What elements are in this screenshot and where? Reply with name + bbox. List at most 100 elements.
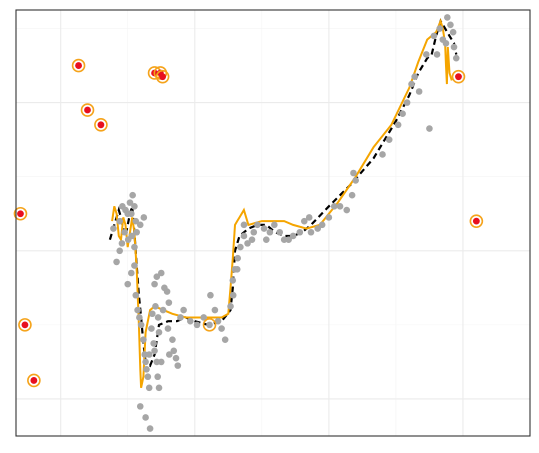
data-point-83 <box>276 228 284 236</box>
data-point-51 <box>153 273 161 281</box>
data-point-5 <box>126 199 134 206</box>
data-point-77 <box>248 236 256 243</box>
smooth-fit-curve <box>111 18 453 389</box>
data-point-109 <box>430 32 438 40</box>
data-point-90 <box>307 228 315 236</box>
outlier-point-0 <box>17 210 24 218</box>
data-point-65 <box>207 291 214 299</box>
data-point-100 <box>379 151 386 158</box>
data-point-26 <box>137 321 145 329</box>
data-point-46 <box>155 328 163 336</box>
data-point-105 <box>408 80 415 88</box>
data-point-117 <box>442 40 450 47</box>
flagged-ring-0 <box>202 318 217 332</box>
smooth-fit-line <box>111 18 453 389</box>
data-point-86 <box>289 232 297 240</box>
data-point-119 <box>426 125 433 132</box>
data-point-60 <box>177 314 184 321</box>
data-point-113 <box>447 21 454 29</box>
data-point-81 <box>266 228 274 236</box>
data-point-122 <box>240 221 248 229</box>
outlier-ring-10 <box>469 214 484 228</box>
data-point-88 <box>300 217 308 225</box>
data-point-27 <box>140 336 147 343</box>
data-point-69 <box>221 336 229 343</box>
data-point-82 <box>271 221 278 229</box>
data-point-116 <box>452 54 460 62</box>
data-point-103 <box>399 110 406 118</box>
outlier-points <box>13 58 484 388</box>
data-point-66 <box>211 306 219 314</box>
data-point-29 <box>142 358 149 366</box>
data-point-0 <box>110 225 117 232</box>
data-point-71 <box>229 291 237 299</box>
outlier-ring-1 <box>18 318 32 332</box>
outlier-point-9 <box>455 73 462 81</box>
data-point-33 <box>148 325 155 332</box>
data-point-67 <box>214 317 222 325</box>
data-point-59 <box>174 362 182 369</box>
data-point-107 <box>415 88 423 95</box>
data-point-68 <box>218 325 225 332</box>
data-point-64 <box>200 314 208 321</box>
data-point-10 <box>113 258 120 266</box>
data-point-76 <box>244 240 251 247</box>
data-point-124 <box>145 351 153 358</box>
data-point-114 <box>449 28 457 36</box>
data-point-20 <box>124 280 132 288</box>
data-point-92 <box>318 221 326 229</box>
outlier-point-1 <box>21 321 29 329</box>
data-point-15 <box>128 232 136 240</box>
data-point-55 <box>165 299 173 306</box>
data-point-13 <box>121 228 128 236</box>
data-point-47 <box>159 306 167 314</box>
data-point-87 <box>296 228 304 236</box>
data-point-49 <box>166 351 173 358</box>
data-point-18 <box>136 221 144 229</box>
data-point-121 <box>229 277 237 284</box>
data-point-79 <box>254 221 261 229</box>
data-point-45 <box>154 314 162 321</box>
data-point-108 <box>423 51 430 58</box>
data-point-32 <box>145 384 153 392</box>
data-point-99 <box>352 177 359 184</box>
data-point-104 <box>403 99 411 106</box>
outlier-point-2 <box>30 377 38 384</box>
data-point-23 <box>132 291 140 299</box>
outlier-point-5 <box>97 121 105 129</box>
data-point-110 <box>436 25 444 32</box>
data-point-73 <box>234 254 241 262</box>
data-point-80 <box>262 236 270 243</box>
data-point-78 <box>250 228 258 236</box>
data-point-35 <box>151 347 158 355</box>
data-point-102 <box>394 121 402 129</box>
data-point-42 <box>146 425 154 432</box>
data-point-39 <box>157 358 165 366</box>
data-point-8 <box>131 203 138 210</box>
data-point-52 <box>157 269 165 277</box>
data-point-9 <box>132 217 140 225</box>
data-point-74 <box>237 243 244 251</box>
data-point-34 <box>150 340 157 347</box>
data-point-62 <box>187 317 194 325</box>
data-point-16 <box>131 243 138 251</box>
data-point-1 <box>116 217 123 225</box>
data-point-112 <box>444 14 451 21</box>
data-point-94 <box>330 203 338 210</box>
data-point-118 <box>433 51 441 58</box>
outlier-ring-8 <box>155 69 170 84</box>
data-point-21 <box>128 269 135 277</box>
outlier-point-4 <box>84 106 91 114</box>
data-point-38 <box>155 384 163 392</box>
data-point-17 <box>133 228 140 236</box>
data-point-98 <box>350 169 357 177</box>
outlier-ring-5 <box>94 118 108 132</box>
data-point-48 <box>164 325 172 332</box>
data-point-96 <box>343 206 351 214</box>
outlier-ring-4 <box>80 103 95 117</box>
data-point-91 <box>314 225 321 232</box>
data-point-12 <box>118 240 126 247</box>
data-point-123 <box>260 225 268 232</box>
flagged-point-0 <box>206 321 213 329</box>
